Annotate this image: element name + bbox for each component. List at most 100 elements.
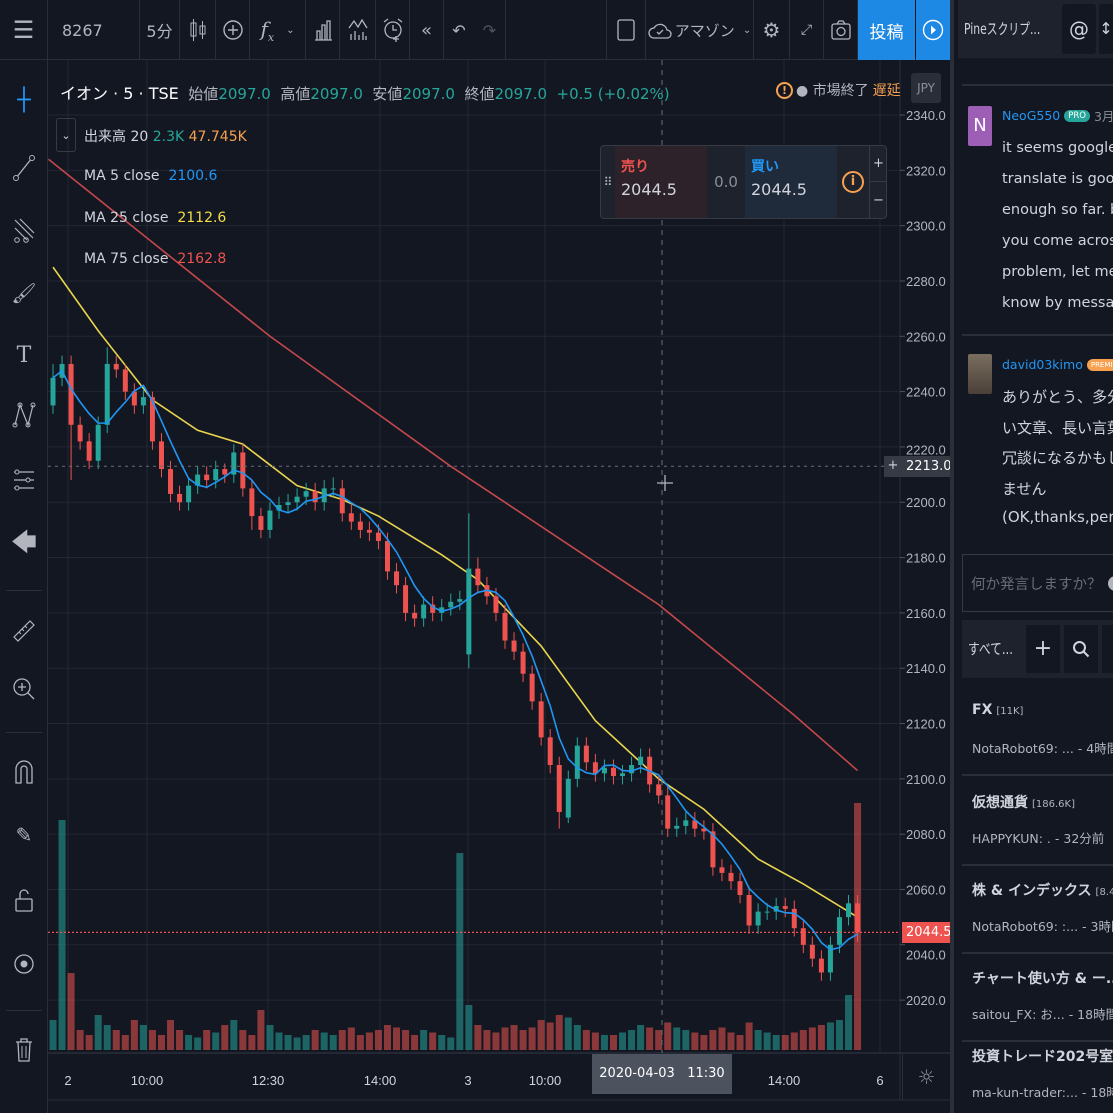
room-name[interactable]: チャート使い方 & ー... [972, 968, 1113, 988]
price-tick-label: 2160.0 [906, 606, 946, 621]
hamburger-icon: ☰ [12, 16, 35, 44]
layout-button[interactable] [606, 0, 646, 60]
icons-tool[interactable]: 🡄 [0, 525, 48, 565]
ma5-legend[interactable]: MA 5 close 2100.6 [84, 168, 217, 184]
candle-body [773, 906, 779, 912]
room-last-message[interactable]: HAPPYKUN: . - 32分前 [972, 831, 1105, 846]
redo-button[interactable]: ↷ [474, 0, 506, 60]
alert-button[interactable] [376, 0, 410, 60]
lock-tool[interactable] [0, 880, 48, 920]
room-last-message[interactable]: saitou_FX: お... - 18時間前 [972, 1007, 1113, 1022]
drawing-mode-tool[interactable]: ✎ [0, 815, 48, 855]
zoom-tool[interactable] [0, 670, 48, 710]
templates-button[interactable] [340, 0, 376, 60]
avatar[interactable] [968, 354, 992, 394]
market-status[interactable]: ! ● 市場終了 遅延 [776, 80, 906, 100]
gear-icon: ☼ [917, 1065, 936, 1089]
volume-bar [835, 1020, 843, 1050]
currency-badge[interactable]: JPY [911, 73, 941, 103]
financials-button[interactable] [306, 0, 340, 60]
sell-button[interactable]: 売り 2044.5 [615, 146, 707, 218]
room-name[interactable]: 株 & インデックス[8.4K] [972, 880, 1113, 900]
candle-body [186, 485, 192, 503]
text-tool[interactable]: T [0, 335, 48, 375]
interval-button[interactable]: 5分 [140, 0, 180, 60]
add-alert-button[interactable]: + [884, 456, 902, 477]
price-chart[interactable]: 2340.02320.02300.02280.02260.02240.02220… [48, 60, 950, 1113]
chat-input[interactable]: 何か発言しますか？ [962, 554, 1113, 612]
volume-bar [284, 1035, 292, 1050]
room-last-message[interactable]: NotaRobot69: :... - 3時間前 [972, 919, 1113, 934]
chat-title[interactable]: Pineスクリプ... [964, 18, 1058, 39]
screenshot-button[interactable] [824, 0, 858, 60]
low-label: 安値 [372, 85, 403, 103]
volume-bar [555, 1015, 563, 1050]
hide-drawings-tool[interactable] [0, 944, 48, 984]
volume-bar [628, 1030, 636, 1050]
tab-all[interactable]: すべて... [968, 638, 1024, 659]
candle-body [728, 872, 734, 882]
symbol-search[interactable]: 8267 [48, 0, 140, 60]
ma25-legend[interactable]: MA 25 close 2112.6 [84, 210, 226, 226]
room-last-message[interactable]: NotaRobot69: ... - 4時間前 [972, 741, 1113, 756]
remove-drawings-tool[interactable] [0, 1030, 48, 1070]
buy-button[interactable]: 買い 2044.5 [745, 146, 837, 218]
bar-chart-icon [314, 20, 332, 41]
chart-type-button[interactable] [180, 0, 216, 60]
volume-bar [103, 1025, 111, 1050]
ruler-tool[interactable] [0, 610, 48, 650]
add-room-button[interactable]: + [1026, 625, 1060, 673]
volume-bar [85, 1035, 93, 1050]
symbol-text: 8267 [62, 20, 103, 40]
volume-legend[interactable]: 出来高 20 2.3K 47.745K [84, 126, 247, 146]
more-button[interactable] [1102, 625, 1113, 673]
info-button[interactable]: i [837, 146, 869, 218]
drag-handle[interactable]: ⠿ [601, 146, 615, 218]
divider [962, 84, 1113, 86]
fullscreen-button[interactable]: ⤢ [790, 0, 824, 60]
username[interactable]: david03kimo [1002, 357, 1083, 372]
axis-settings-button[interactable]: ☼ [902, 1054, 950, 1100]
chevron-down-icon: ⌄ [286, 24, 295, 36]
room-name[interactable]: FX [11K] [972, 702, 1023, 718]
avatar[interactable]: N [968, 106, 992, 146]
quantity-minus-button[interactable]: − [869, 182, 887, 218]
mention-button[interactable]: @ [1062, 4, 1096, 54]
volume-bar [148, 1030, 156, 1050]
volume-bar [609, 1035, 617, 1050]
volume-bar [573, 1025, 581, 1050]
brush-tool[interactable]: 🖌︎ [0, 273, 48, 313]
undo-button[interactable]: ↶ [444, 0, 474, 60]
pattern-tool[interactable] [0, 395, 48, 435]
buy-price: 2044.5 [751, 180, 807, 199]
cloud-layout-button[interactable]: アマゾン ⌄ [646, 0, 754, 60]
prediction-tool[interactable] [0, 460, 48, 500]
room-name[interactable]: 仮想通貨 [186.6K] [972, 792, 1075, 812]
room-last-message[interactable]: ma-kun-trader:... - 18時間前 [972, 1085, 1113, 1100]
play-button[interactable] [916, 0, 950, 60]
emoji-icon[interactable] [1107, 575, 1113, 591]
replay-button[interactable]: « [410, 0, 444, 60]
menu-button[interactable]: ☰ [0, 0, 48, 60]
compare-button[interactable] [216, 0, 250, 60]
symbol-legend[interactable]: イオン · 5 · TSE 始値2097.0 高値2097.0 安値2097.0… [60, 80, 670, 104]
message-line: 冗談になるかもしれ [1002, 449, 1113, 467]
username[interactable]: NeoG550 [1002, 108, 1061, 123]
pitchfork-tool[interactable] [0, 210, 48, 250]
candle-body [457, 599, 463, 602]
candle-body [240, 452, 246, 489]
resize-button[interactable]: ↕ [1099, 4, 1113, 54]
ma75-legend[interactable]: MA 75 close 2162.8 [84, 251, 226, 267]
collapse-legend-button[interactable]: ⌄ [56, 118, 76, 152]
settings-button[interactable]: ⚙ [754, 0, 790, 60]
room-name[interactable]: 投資トレード202号室[1 [972, 1046, 1113, 1066]
trendline-tool[interactable] [0, 148, 48, 188]
open-value: 2097.0 [218, 85, 271, 103]
crosshair-tool[interactable]: ┼ [0, 80, 48, 120]
search-room-button[interactable] [1064, 625, 1098, 673]
publish-button[interactable]: 投稿 [858, 0, 915, 60]
spread-value: 0.0 [714, 173, 738, 191]
magnet-tool[interactable] [0, 752, 48, 792]
quantity-plus-button[interactable]: + [869, 146, 887, 182]
indicators-button[interactable]: fx ⌄ [250, 0, 306, 60]
